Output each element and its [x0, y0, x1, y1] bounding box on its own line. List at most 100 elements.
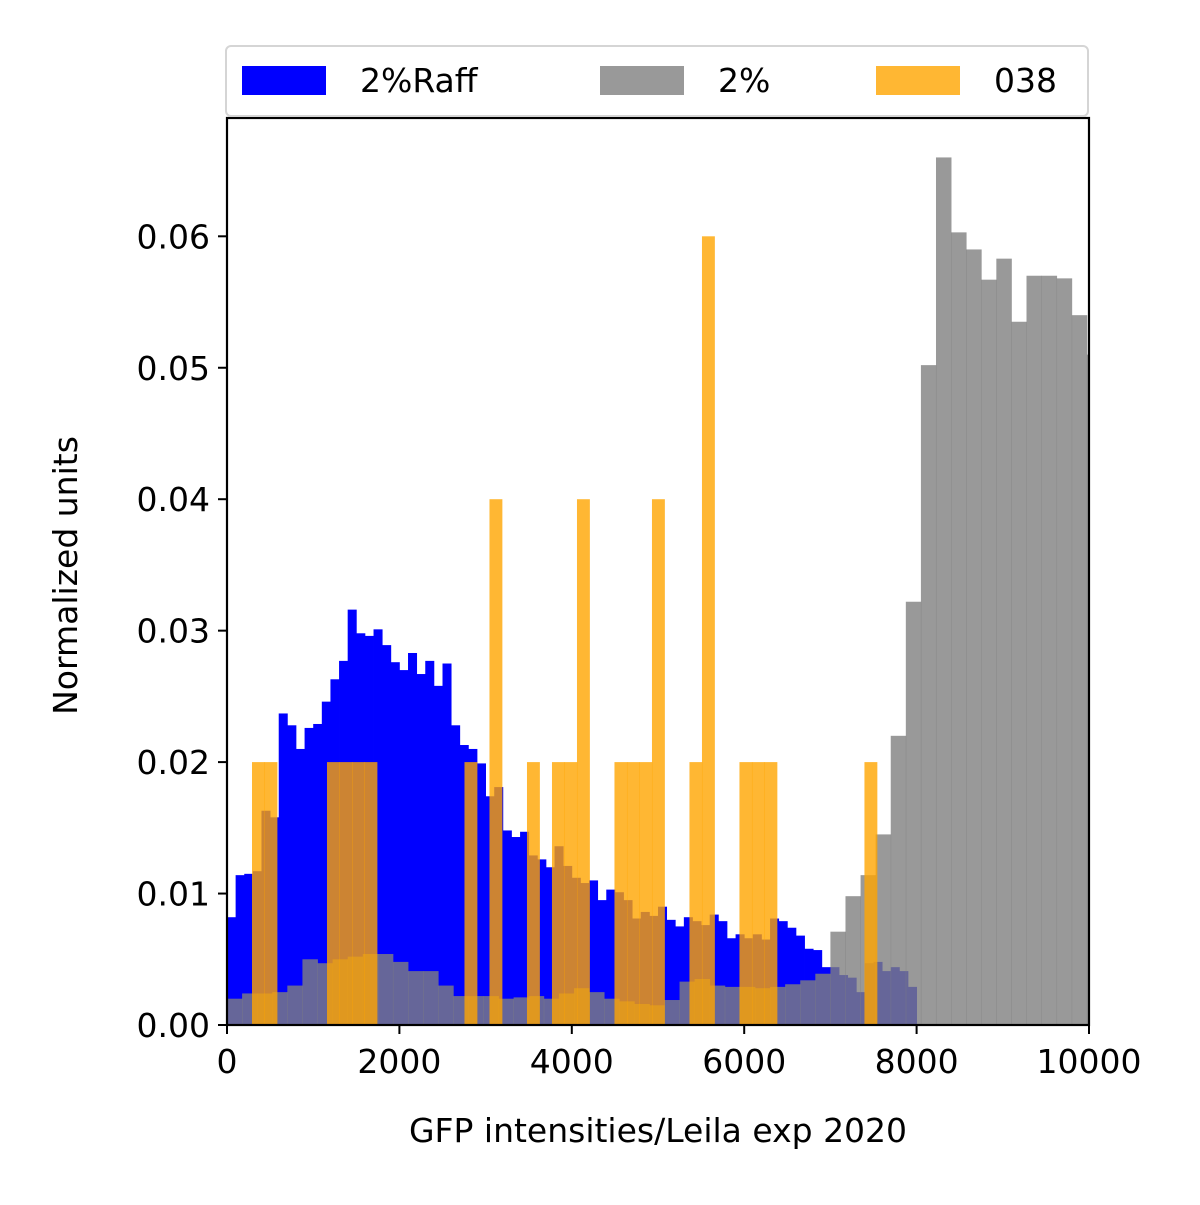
- histogram-bar: [935, 157, 952, 1025]
- histogram-bar: [905, 601, 922, 1025]
- histogram-bar: [227, 998, 243, 1025]
- histogram-bar: [511, 837, 521, 1025]
- legend-label: 2%Raff: [360, 61, 479, 100]
- histogram-bar: [666, 919, 676, 1025]
- histogram-bar: [626, 762, 640, 1025]
- histogram-bar: [1132, 504, 1147, 1025]
- histogram-bar: [830, 931, 846, 1025]
- legend-item: 2%Raff: [242, 61, 479, 100]
- histogram-bar: [875, 834, 892, 1025]
- histogram-bar: [287, 725, 297, 1025]
- histogram-bar: [764, 762, 778, 1025]
- histogram-bar: [390, 662, 400, 1025]
- histogram-bar: [373, 629, 383, 1025]
- bars-layer: [227, 157, 1200, 1025]
- histogram-bar: [664, 1000, 680, 1025]
- axes-layer: 0 2000 4000 6000 8000 10000 0.00 0.01 0.02 0.03 0.…: [46, 116, 1141, 1150]
- histogram-bar: [1026, 275, 1042, 1025]
- histogram-bar: [1192, 804, 1200, 1025]
- histogram-bar: [1071, 315, 1088, 1025]
- histogram-bar: [459, 745, 469, 1025]
- histogram-bar: [1102, 347, 1117, 1025]
- histogram-bar: [302, 959, 318, 1025]
- histogram-bar: [313, 723, 323, 1025]
- legend-swatch: [876, 66, 960, 95]
- histogram-bar: [614, 762, 628, 1025]
- histogram-bar: [683, 917, 693, 1025]
- histogram-bar: [476, 763, 486, 1025]
- y-tick-label: 0.01: [137, 875, 210, 914]
- histogram-bar: [951, 232, 967, 1025]
- histogram-bar: [726, 938, 736, 1025]
- histogram-bar: [751, 762, 765, 1025]
- histogram-bar: [464, 762, 478, 1025]
- histogram-bar: [1011, 321, 1027, 1025]
- histogram-bar: [966, 249, 982, 1025]
- y-tick-label: 0.06: [137, 217, 210, 256]
- histogram-bar: [408, 652, 418, 1025]
- histogram-bar: [295, 748, 305, 1025]
- y-tick-label: 0.00: [137, 1006, 210, 1045]
- histogram-bar: [606, 889, 616, 1025]
- x-axis-label: GFP intensities/Leila exp 2020: [409, 1111, 907, 1150]
- legend-swatch: [600, 66, 684, 95]
- legend: 2%Raff 2% 038: [225, 45, 1089, 117]
- legend-label: 038: [994, 61, 1057, 100]
- histogram-bar: [408, 971, 424, 1025]
- legend-item: 2%: [600, 61, 770, 100]
- histogram-bar: [845, 896, 861, 1025]
- histogram-bar: [739, 762, 753, 1025]
- histogram-bar: [864, 762, 878, 1025]
- x-tick-label: 6000: [702, 1042, 786, 1081]
- histogram-bar: [785, 984, 801, 1025]
- y-tick-label: 0.03: [137, 612, 210, 651]
- histogram-bar: [264, 762, 278, 1025]
- histogram-bar: [489, 499, 503, 1025]
- histogram-bar: [1162, 686, 1177, 1025]
- histogram-bar: [326, 762, 340, 1025]
- histogram-bar: [551, 762, 565, 1025]
- histogram-bar: [321, 701, 331, 1025]
- legend-label: 2%: [718, 61, 770, 100]
- histogram-bar: [701, 236, 715, 1025]
- histogram-bar: [502, 830, 512, 1025]
- histogram-bar: [339, 762, 353, 1025]
- x-tick-label: 2000: [357, 1042, 441, 1081]
- histogram-bar: [304, 727, 314, 1025]
- histogram-bar: [425, 660, 435, 1025]
- histogram-bar: [778, 921, 788, 1025]
- histogram-bar: [651, 499, 665, 1025]
- histogram-bar: [576, 499, 590, 1025]
- histogram-bar: [392, 961, 409, 1025]
- histogram-bar: [498, 998, 515, 1025]
- histogram-bar: [800, 980, 816, 1025]
- histogram-bar: [996, 258, 1012, 1025]
- histogram-bar: [1177, 633, 1192, 1025]
- x-tick-label: 8000: [875, 1042, 959, 1081]
- plot-frame: [225, 116, 1091, 1027]
- y-tick-label: 0.05: [137, 349, 210, 388]
- histogram-bar: [815, 973, 831, 1025]
- histogram-bar: [981, 279, 997, 1025]
- legend-item: 038: [876, 61, 1057, 100]
- y-tick-label: 0.04: [137, 480, 210, 519]
- histogram-bar: [438, 985, 454, 1025]
- histogram-bar: [526, 762, 540, 1025]
- histogram-bar: [724, 986, 741, 1025]
- legend-swatch: [242, 66, 326, 95]
- histogram-bar: [451, 725, 461, 1025]
- histogram-bar: [1041, 275, 1058, 1025]
- histogram-bar: [639, 762, 653, 1025]
- series-2: [251, 236, 878, 1025]
- histogram-bar: [278, 713, 288, 1025]
- histogram-bar: [442, 663, 452, 1025]
- y-tick-label: 0.02: [137, 743, 210, 782]
- histogram-bar: [287, 985, 303, 1025]
- histogram-bar: [251, 762, 265, 1025]
- histogram-bar: [920, 365, 937, 1025]
- histogram-bar: [675, 926, 685, 1025]
- histogram-bar: [537, 859, 547, 1025]
- histogram-bar: [235, 875, 245, 1025]
- histogram-bar: [423, 971, 439, 1025]
